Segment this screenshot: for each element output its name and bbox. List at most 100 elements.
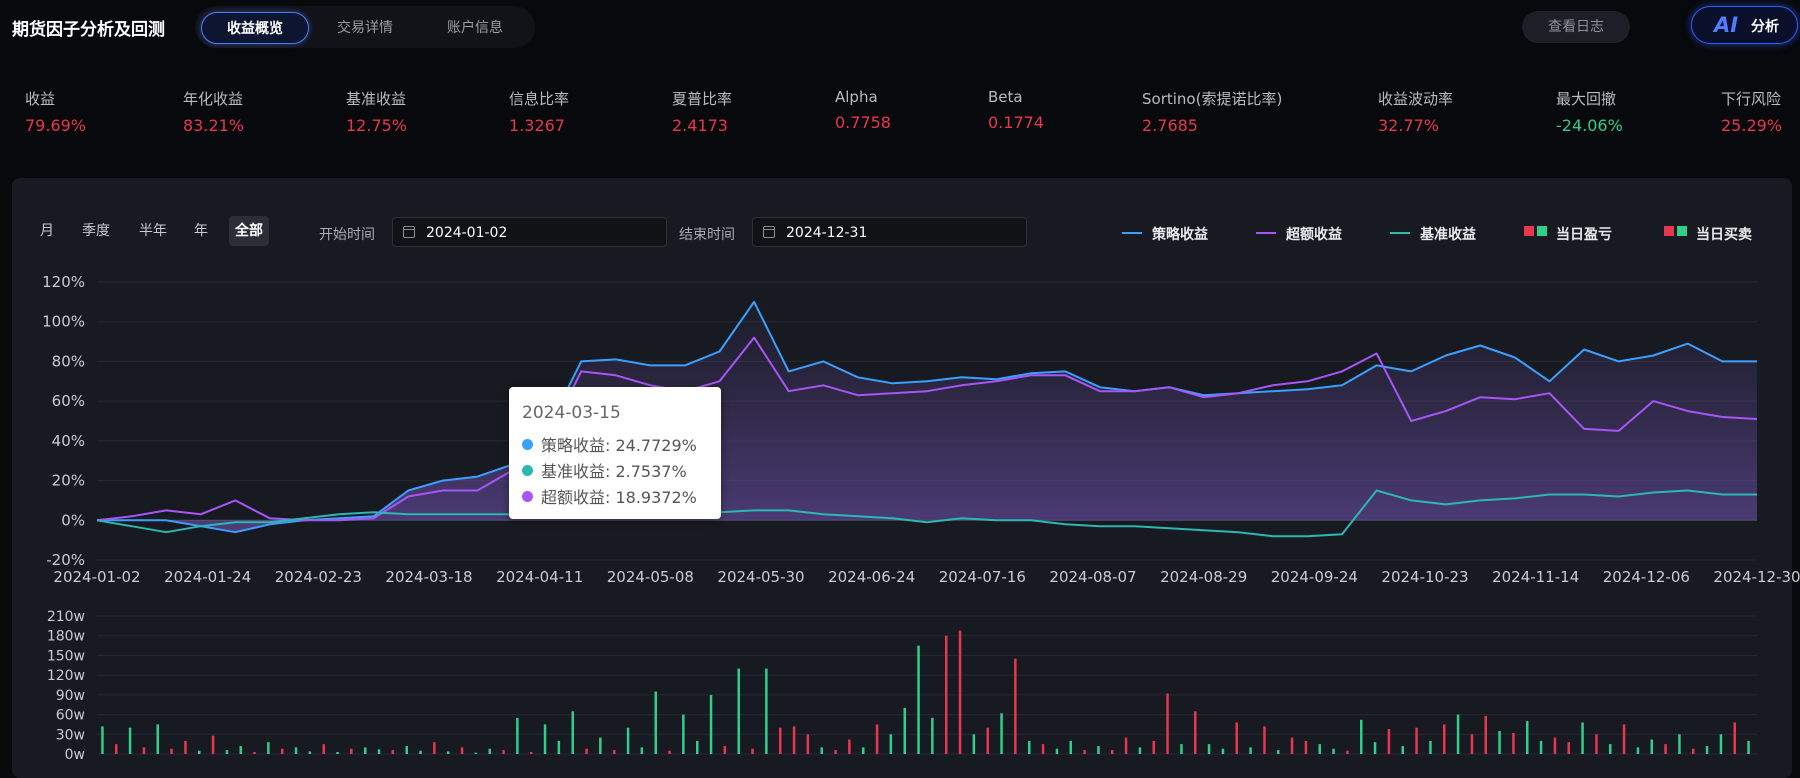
volume-bar bbox=[889, 734, 893, 754]
y-tick-label: -20% bbox=[46, 551, 85, 569]
x-tick-label: 2024-12-30 bbox=[1713, 568, 1800, 586]
x-tick-label: 2024-02-23 bbox=[275, 568, 362, 586]
y-tick-label: 180w bbox=[47, 629, 85, 645]
x-tick-label: 2024-09-24 bbox=[1271, 568, 1358, 586]
volume-bar bbox=[1636, 747, 1640, 754]
volume-bar bbox=[101, 726, 104, 754]
start-date-input[interactable]: 2024-01-02 bbox=[392, 217, 667, 247]
x-tick-label: 2024-08-07 bbox=[1049, 568, 1136, 586]
volume-bar bbox=[1595, 734, 1598, 754]
series-line-0 bbox=[97, 300, 1757, 534]
volume-bar bbox=[1069, 740, 1072, 754]
volume-bar bbox=[654, 691, 657, 754]
volume-bar bbox=[1747, 740, 1750, 754]
app-title: 期货因子分析及回测 bbox=[12, 20, 165, 40]
x-tick-label: 2024-05-30 bbox=[717, 568, 804, 586]
volume-bar bbox=[1512, 733, 1515, 754]
series-line-1 bbox=[96, 336, 1758, 522]
volume-bar bbox=[820, 747, 823, 754]
period-year[interactable]: 年 bbox=[194, 223, 208, 239]
volume-bar bbox=[502, 750, 505, 754]
volume-bar bbox=[1083, 750, 1086, 754]
volume-bar bbox=[1484, 715, 1487, 754]
x-tick-label: 2024-12-06 bbox=[1603, 568, 1690, 586]
volume-bar bbox=[1249, 747, 1252, 754]
metric-sharpe-ratio: 夏普比率 2.4173 bbox=[672, 90, 733, 135]
volume-bar bbox=[1678, 734, 1681, 754]
end-date-input[interactable]: 2024-12-31 bbox=[752, 217, 1027, 247]
volume-bar bbox=[142, 747, 146, 754]
period-quarter[interactable]: 季度 bbox=[82, 223, 110, 239]
volume-bar bbox=[1650, 739, 1653, 754]
tab-overview[interactable]: 收益概览 bbox=[201, 12, 309, 44]
volume-bar bbox=[1733, 722, 1736, 754]
volume-bar bbox=[308, 751, 312, 754]
period-month[interactable]: 月 bbox=[40, 223, 54, 239]
x-tick-label: 2024-01-24 bbox=[164, 568, 251, 586]
volume-bar bbox=[723, 746, 727, 754]
volume-bar bbox=[1124, 737, 1128, 754]
tab-account[interactable]: 账户信息 bbox=[447, 20, 503, 36]
y-tick-label: 120% bbox=[42, 273, 85, 291]
volume-bar bbox=[198, 750, 201, 754]
ai-analysis-button[interactable]: AI 分析 bbox=[1691, 6, 1798, 44]
volume-bar bbox=[696, 740, 699, 754]
volume-bar bbox=[253, 752, 256, 754]
series-line-2 bbox=[96, 489, 1757, 538]
y-tick-label: 60w bbox=[56, 708, 85, 724]
metric-volatility: 收益波动率 32.77% bbox=[1378, 90, 1454, 135]
volume-bar bbox=[1401, 746, 1404, 754]
volume-bar bbox=[1207, 744, 1211, 754]
volume-bar bbox=[530, 752, 533, 754]
volume-bar bbox=[1609, 744, 1612, 754]
volume-bar bbox=[1581, 722, 1584, 754]
ai-analysis-label: 分析 bbox=[1751, 19, 1779, 35]
volume-bar bbox=[322, 744, 325, 754]
volume-bar bbox=[1539, 740, 1543, 754]
legend-excess-return[interactable]: 超额收益 bbox=[1256, 224, 1356, 243]
start-date-label: 开始时间 bbox=[319, 227, 375, 243]
y-tick-label: 40% bbox=[52, 432, 85, 450]
metric-sortino: Sortino(索提诺比率) 2.7685 bbox=[1142, 90, 1283, 135]
volume-bar bbox=[1692, 748, 1695, 754]
volume-bar bbox=[1235, 722, 1238, 754]
volume-bar bbox=[225, 750, 229, 754]
volume-bar bbox=[447, 751, 450, 754]
legend-daily-trades[interactable]: 当日买卖 bbox=[1664, 224, 1774, 243]
volume-bar bbox=[1166, 693, 1169, 754]
metric-downside-risk: 下行风险 25.29% bbox=[1721, 90, 1783, 135]
metric-benchmark-return: 基准收益 12.75% bbox=[346, 90, 408, 135]
x-tick-label: 2024-08-29 bbox=[1160, 568, 1247, 586]
legend-benchmark-return[interactable]: 基准收益 bbox=[1390, 224, 1490, 243]
volume-bar bbox=[1526, 721, 1529, 754]
tooltip-row-benchmark: 基准收益: 2.7537% bbox=[522, 458, 687, 482]
calendar-icon bbox=[763, 226, 775, 238]
x-tick-label: 2024-05-08 bbox=[607, 568, 694, 586]
volume-bar bbox=[1470, 734, 1474, 754]
tab-trades[interactable]: 交易详情 bbox=[337, 20, 393, 36]
end-date-label: 结束时间 bbox=[679, 227, 735, 243]
y-tick-label: 210w bbox=[47, 609, 85, 625]
volume-bar bbox=[488, 748, 491, 754]
volume-bar bbox=[1719, 734, 1723, 754]
period-all[interactable]: 全部 bbox=[229, 216, 269, 246]
legend-daily-pnl[interactable]: 当日盈亏 bbox=[1524, 224, 1634, 243]
period-half-year[interactable]: 半年 bbox=[139, 223, 167, 239]
volume-bar bbox=[1263, 726, 1266, 754]
volume-bar bbox=[184, 740, 187, 754]
volume-bar bbox=[1152, 740, 1155, 754]
volume-bar bbox=[1498, 731, 1501, 754]
volume-bar bbox=[751, 748, 754, 754]
volume-bar bbox=[1387, 729, 1391, 754]
legend-strategy-return[interactable]: 策略收益 bbox=[1122, 224, 1222, 243]
metric-return: 收益 79.69% bbox=[25, 90, 87, 135]
y-tick-label: 20% bbox=[52, 472, 85, 490]
metrics-row: 收益 79.69% 年化收益 83.21% 基准收益 12.75% 信息比率 1.326… bbox=[0, 88, 1800, 148]
volume-bar bbox=[1456, 714, 1460, 754]
volume-bar bbox=[571, 711, 574, 754]
volume-bar bbox=[737, 668, 740, 754]
volume-bar bbox=[405, 746, 408, 754]
view-log-button[interactable]: 查看日志 bbox=[1522, 11, 1630, 43]
volume-bar bbox=[682, 714, 685, 754]
volume-bar bbox=[156, 724, 159, 754]
